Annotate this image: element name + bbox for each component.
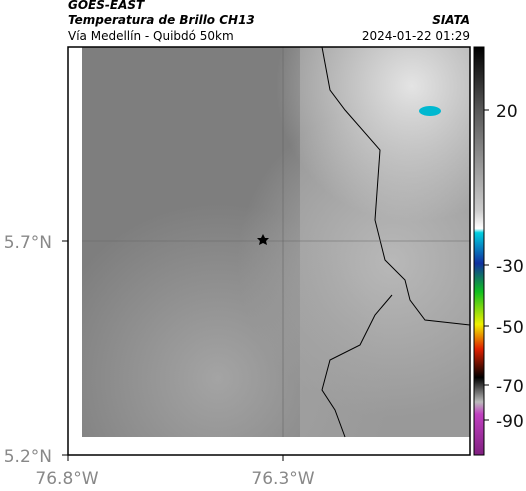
colorbar-label: 20 [496,102,518,122]
subtitle: Vía Medellín - Quibdó 50km [68,29,234,43]
colorbar-label: -30 [496,257,524,277]
lat-label: 5.7°N [4,233,52,253]
lat-label: 5.2°N [4,447,52,467]
satellite-image [82,46,471,438]
timestamp: 2024-01-22 01:29 [362,29,470,43]
colorbar-label: -70 [496,377,524,397]
colorbar-label: -90 [496,412,524,432]
colorbar [473,46,485,456]
map-frame [67,46,471,456]
lon-label: 76.3°W [251,469,314,489]
source: GOES-EAST [68,0,145,12]
lon-label: 76.8°W [35,469,98,489]
colorbar-label: -50 [496,318,524,338]
title: Temperatura de Brillo CH13 [68,13,255,27]
brand: SIATA [432,13,470,27]
